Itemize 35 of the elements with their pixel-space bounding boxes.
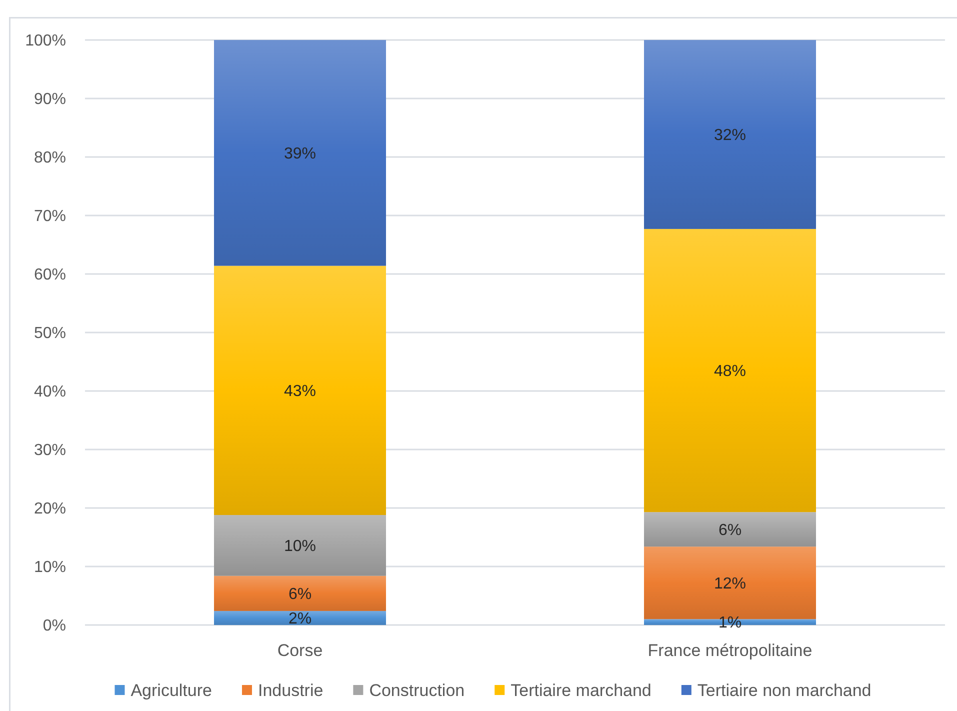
data-label: 12% — [714, 575, 746, 592]
bar — [644, 40, 816, 229]
bar — [214, 40, 386, 266]
y-tick-label: 0% — [42, 618, 66, 635]
bar — [214, 610, 386, 625]
legend-label: Agriculture — [130, 680, 212, 700]
y-tick-label: 30% — [34, 442, 66, 460]
y-tick-label: 90% — [34, 91, 66, 108]
y-tick-label: 40% — [34, 384, 66, 401]
data-label: 43% — [284, 383, 316, 400]
bar — [644, 512, 816, 547]
bar — [214, 266, 386, 516]
legend-label: Industrie — [258, 680, 324, 700]
y-tick-label: 80% — [34, 150, 66, 167]
data-label: 6% — [718, 522, 742, 539]
bar — [214, 576, 386, 611]
bar — [644, 228, 816, 512]
data-label: 39% — [284, 146, 316, 163]
y-tick-label: 50% — [34, 325, 66, 342]
y-tick-label: 70% — [34, 208, 66, 226]
data-label: 6% — [288, 586, 312, 604]
y-tick-label: 100% — [25, 32, 66, 50]
data-label: 32% — [714, 127, 746, 144]
y-tick-label: 10% — [34, 559, 66, 576]
bar — [214, 515, 386, 576]
x-tick-label: France métropolitaine — [648, 640, 812, 660]
x-tick-label: Corse — [277, 640, 323, 660]
legend-label: Tertiaire non marchand — [697, 680, 872, 700]
data-label: 2% — [288, 610, 312, 628]
y-tick-label: 60% — [34, 266, 66, 284]
y-tick-label: 20% — [34, 500, 66, 518]
data-label: 48% — [714, 363, 746, 380]
legend-label: Tertiaire marchand — [510, 680, 652, 700]
legend-label: Construction — [369, 680, 465, 700]
data-label: 10% — [284, 538, 316, 556]
